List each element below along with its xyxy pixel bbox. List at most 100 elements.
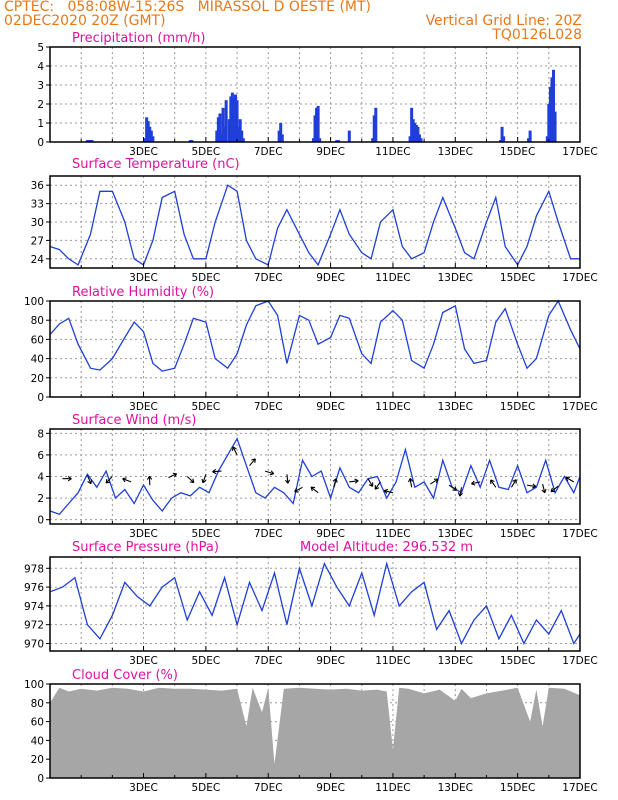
wind-arrow-shaft <box>286 474 289 484</box>
wind-arrow-head <box>332 478 338 483</box>
x-tick-label: 7DEC <box>254 528 283 540</box>
x-tick-label: 11DEC <box>375 146 410 158</box>
wind-arrow-shaft <box>168 473 177 479</box>
precip-bar <box>552 69 555 142</box>
panel-title: Cloud Cover (%) <box>72 668 178 683</box>
precip-bar <box>500 126 504 142</box>
precip-bar <box>336 140 340 142</box>
wind-arrow-shaft <box>86 475 92 484</box>
x-tick-label: 3DEC <box>129 272 158 284</box>
x-tick-label: 11DEC <box>375 528 410 540</box>
precip-bar <box>237 126 241 142</box>
x-tick-label: 17DEC <box>562 655 597 667</box>
precip-bar <box>374 107 378 142</box>
header-model-id: TQ0126L028 <box>492 27 582 43</box>
wind-arrow-head <box>531 483 537 489</box>
y-tick-label: 978 <box>24 563 44 575</box>
x-tick-label: 9DEC <box>316 655 345 667</box>
header-location: CPTEC: 058:08W-15:26S MIRASSOL D OESTE (… <box>4 0 371 15</box>
wind-arrow <box>212 468 222 475</box>
wind-arrow-head <box>189 478 195 484</box>
x-tick-label: 7DEC <box>254 401 283 413</box>
precip-bar <box>240 130 244 142</box>
precip-bar <box>414 124 418 142</box>
y-tick-label: 3 <box>37 80 44 92</box>
wind-arrow-head <box>87 479 93 485</box>
x-tick-label: 15DEC <box>500 401 535 413</box>
wind-arrow <box>510 479 517 488</box>
y-tick-label: 27 <box>31 235 44 247</box>
precip-bar <box>190 140 194 142</box>
wind-arrow-shaft <box>448 484 457 491</box>
precip-bar <box>279 123 283 142</box>
y-tick-label: 974 <box>24 601 44 613</box>
wind-arrow-head <box>433 478 439 484</box>
wind-arrow-head <box>146 475 153 480</box>
panel-title: Surface Pressure (hPa) <box>72 540 219 555</box>
y-tick-label: 80 <box>31 698 44 710</box>
wind-arrow-shaft <box>565 476 575 483</box>
y-tick-label: 970 <box>24 638 44 650</box>
wind-arrow-head <box>232 446 237 451</box>
x-tick-label: 5DEC <box>192 146 221 158</box>
y-tick-label: 20 <box>31 754 44 766</box>
wind-arrow-head <box>471 480 476 486</box>
x-tick-label: 15DEC <box>500 272 535 284</box>
x-tick-label: 11DEC <box>375 655 410 667</box>
wind-arrow-shaft <box>249 458 256 467</box>
wind-arrow-shaft <box>333 478 337 488</box>
y-tick-label: 36 <box>31 180 45 192</box>
x-tick-label: 11DEC <box>375 782 410 794</box>
wind-arrow-shaft <box>105 476 113 484</box>
wind-arrow-head <box>105 478 111 484</box>
precip-bar <box>416 126 420 142</box>
x-tick-label: 15DEC <box>500 655 535 667</box>
x-tick-label: 13DEC <box>438 782 473 794</box>
y-tick-label: 4 <box>37 61 44 73</box>
x-tick-label: 7DEC <box>254 655 283 667</box>
precip-bar <box>315 107 319 142</box>
precip-bar <box>146 121 150 142</box>
wind-arrow <box>374 481 381 490</box>
wind-arrow-shaft <box>212 470 222 473</box>
wind-arrow <box>349 478 359 484</box>
wind-arrow <box>62 476 72 482</box>
wind-arrow-head <box>383 488 389 494</box>
wind-arrow <box>201 474 207 484</box>
y-tick-label: 5 <box>37 42 44 54</box>
panel-title: Surface Temperature (nC) <box>72 157 240 172</box>
precip-bar <box>216 117 220 142</box>
wind-arrow-head <box>172 472 178 478</box>
precip-bar <box>148 126 152 142</box>
precip-bar <box>277 130 281 142</box>
y-tick-label: 0 <box>37 137 44 149</box>
wind-arrow <box>284 474 291 484</box>
y-tick-label: 100 <box>24 679 44 691</box>
wind-arrow-head <box>251 458 256 463</box>
wind-arrow-head <box>284 479 291 484</box>
precip-bar <box>311 138 315 142</box>
x-tick-label: 3DEC <box>129 782 158 794</box>
wind-arrow-head <box>408 478 414 483</box>
header-grid-line: Vertical Grid Line: 20Z <box>425 13 582 29</box>
series-line <box>49 299 581 372</box>
panel-3: Relative Humidity (%) 0 20 40 60 80 100 3DEC 5DE… <box>24 285 598 413</box>
wind-arrow-head <box>67 476 72 482</box>
wind-arrow <box>430 478 439 485</box>
wind-arrow <box>310 486 319 494</box>
wind-arrow-shaft <box>459 487 463 497</box>
panel-6: Cloud Cover (%) 0 20 40 60 80 100 3DEC 5DEC 7DEC 9… <box>24 668 598 794</box>
precip-bar <box>335 140 339 142</box>
wind-arrow <box>122 477 132 483</box>
wind-arrow-shaft <box>122 478 132 483</box>
y-tick-label: 4 <box>37 472 44 484</box>
panel-1: Precipitation (mm/h) 0 1 2 3 4 5 3DEC 5DEC 7DEC 9D… <box>37 31 597 158</box>
precip-bar <box>224 100 228 142</box>
wind-arrow-head <box>368 482 374 487</box>
precip-bar <box>241 138 245 142</box>
wind-arrow-shaft <box>550 485 559 493</box>
y-tick-label: 40 <box>31 354 44 366</box>
precip-bar <box>548 86 552 142</box>
wind-arrow-head <box>541 488 547 494</box>
precip-bar <box>232 98 236 142</box>
